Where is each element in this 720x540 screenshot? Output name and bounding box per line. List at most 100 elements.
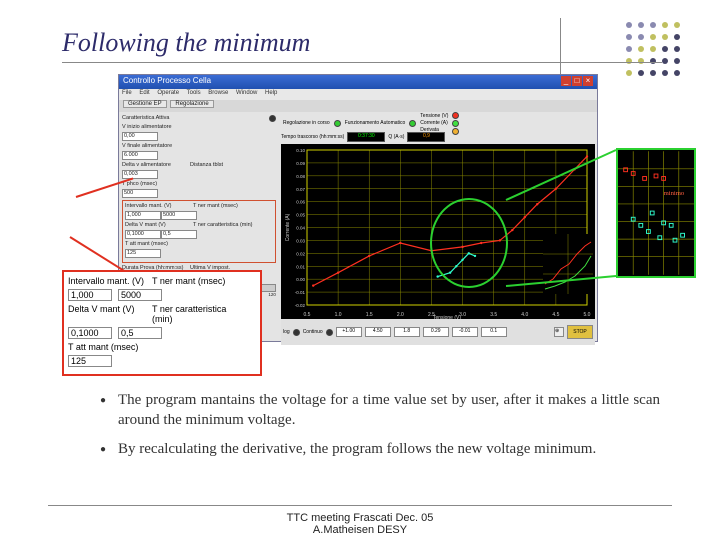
- field-label: T ner mant (msec): [152, 276, 236, 286]
- svg-text:-0.01: -0.01: [295, 290, 306, 295]
- range-input[interactable]: +1.00: [336, 327, 362, 337]
- auto-label: Funzionamento Automatico: [345, 120, 406, 126]
- range-input[interactable]: 0.29: [423, 327, 449, 337]
- menu-item[interactable]: Operate: [157, 90, 179, 96]
- maximize-icon[interactable]: □: [572, 76, 582, 86]
- tner-car-input[interactable]: 0,5: [161, 230, 197, 239]
- stop-button[interactable]: STOP: [567, 325, 593, 339]
- range-input[interactable]: -0.01: [452, 327, 478, 337]
- tner-mant-input[interactable]: 5000: [161, 211, 197, 220]
- tab-bar: Gestione EP Regolazione: [119, 100, 597, 112]
- tensione-led: [452, 112, 459, 119]
- menu-item[interactable]: Tools: [187, 90, 201, 96]
- range-input[interactable]: 0.1: [481, 327, 507, 337]
- bullet-item: By recalculating the derivative, the pro…: [100, 439, 660, 459]
- svg-text:0.06: 0.06: [296, 200, 305, 205]
- q-display: 0,9: [407, 132, 445, 142]
- footer-line2: A.Matheisen DESY: [0, 524, 720, 536]
- field-label: Delta V mant (V): [68, 304, 152, 324]
- menubar[interactable]: File Edit Operate Tools Browse Window He…: [119, 89, 597, 100]
- titlebar: Controllo Processo Cella _□×: [119, 75, 597, 89]
- reg-led: [334, 120, 341, 127]
- field-label: Delta v alimentatore: [122, 162, 190, 168]
- svg-text:1.0: 1.0: [335, 312, 342, 318]
- window-controls[interactable]: _□×: [560, 76, 593, 88]
- menu-item[interactable]: Browse: [208, 90, 228, 96]
- field-label: T ner caratteristica (min): [193, 222, 261, 228]
- tner-mant-input[interactable]: 5000: [118, 289, 162, 301]
- field-label: T att mant (msec): [68, 342, 152, 352]
- svg-text:0.02: 0.02: [296, 251, 305, 256]
- tab-gestione[interactable]: Gestione EP: [123, 100, 167, 108]
- menu-item[interactable]: File: [122, 90, 132, 96]
- menu-item[interactable]: Edit: [139, 90, 149, 96]
- svg-text:0.00: 0.00: [296, 277, 305, 282]
- tensione-label: Tensione (V): [420, 113, 448, 119]
- svg-text:minimo: minimo: [664, 190, 685, 197]
- intervallo-input[interactable]: 1,000: [68, 289, 112, 301]
- svg-text:0.01: 0.01: [296, 264, 305, 269]
- field-label: V inizio alimentatore: [122, 124, 190, 130]
- v-finale-input[interactable]: 6.000: [122, 151, 158, 160]
- callout-line: [69, 236, 124, 272]
- svg-text:0.10: 0.10: [296, 148, 305, 153]
- tab-regolazione[interactable]: Regolazione: [170, 100, 213, 108]
- decor-dots: [626, 22, 682, 78]
- svg-text:0.08: 0.08: [296, 174, 305, 179]
- svg-text:2.0: 2.0: [397, 312, 404, 318]
- close-icon[interactable]: ×: [583, 76, 593, 86]
- title-vline: [560, 18, 561, 78]
- focus-circle: [430, 198, 508, 288]
- slide-title: Following the minimum: [62, 28, 310, 58]
- minimize-icon[interactable]: _: [561, 76, 571, 86]
- deltav-mant-input[interactable]: 0,1000: [68, 327, 112, 339]
- cont-led[interactable]: [326, 329, 333, 336]
- intervallo-input[interactable]: 1,000: [125, 211, 161, 220]
- svg-text:Tensione (V): Tensione (V): [433, 315, 461, 319]
- chart-bottom-bar: log Continuo +1.00 4.50 1.8 0.29 -0.01 0…: [281, 319, 595, 345]
- svg-text:4.0: 4.0: [521, 312, 528, 318]
- field-label: Intervallo mant. (V): [125, 203, 193, 209]
- mode-label: Caratteristica Attiva: [122, 115, 169, 122]
- tatt-input[interactable]: 125: [68, 355, 112, 367]
- zoom-inset: minimo: [616, 148, 696, 278]
- footer: TTC meeting Frascati Dec. 05 A.Matheisen…: [0, 512, 720, 536]
- footer-line1: TTC meeting Frascati Dec. 05: [0, 512, 720, 524]
- corrente-led: [452, 120, 459, 127]
- tner-car-input[interactable]: 0,5: [118, 327, 162, 339]
- v-inizio-input[interactable]: 0,00: [122, 132, 158, 141]
- menu-item[interactable]: Help: [265, 90, 277, 96]
- q-label: Q (A·s): [388, 134, 404, 140]
- svg-text:0.07: 0.07: [296, 187, 305, 192]
- deltav-mant-input[interactable]: 0,1000: [125, 230, 161, 239]
- svg-text:0.05: 0.05: [296, 213, 305, 218]
- svg-text:-0.02: -0.02: [295, 303, 306, 308]
- field-label: T ner caratteristica (min): [152, 304, 236, 324]
- field-label: Delta V mant (V): [125, 222, 193, 228]
- field-label: Distanza tblst: [190, 162, 258, 168]
- range-input[interactable]: 1.8: [394, 327, 420, 337]
- footer-line: [48, 505, 672, 506]
- trasc-label: Tempo trascorso (hh:mm:ss): [281, 134, 344, 140]
- derivata-led: [452, 128, 459, 135]
- zoom-icon[interactable]: ⊕: [554, 327, 564, 337]
- log-led[interactable]: [293, 329, 300, 336]
- svg-text:0.5: 0.5: [304, 312, 311, 318]
- title-underline: [62, 62, 662, 63]
- svg-text:0.03: 0.03: [296, 238, 305, 243]
- field-label: T att mant (msec): [125, 241, 193, 247]
- t-phco-input[interactable]: 500: [122, 189, 158, 198]
- range-input[interactable]: 4.50: [365, 327, 391, 337]
- field-label: V finale alimentatore: [122, 143, 190, 149]
- svg-text:4.5: 4.5: [552, 312, 559, 318]
- log-label: log: [283, 329, 290, 335]
- window-title: Controllo Processo Cella: [123, 76, 211, 88]
- field-label: T ner mant (msec): [193, 203, 261, 209]
- side-chart: [543, 234, 593, 294]
- tatt-input[interactable]: 125: [125, 249, 161, 258]
- cont-label: Continuo: [303, 329, 323, 335]
- menu-item[interactable]: Window: [236, 90, 257, 96]
- delta-v-input[interactable]: 0,003: [122, 170, 158, 179]
- top-controls: Regolazione in corso Funzionamento Autom…: [281, 114, 595, 132]
- svg-text:0.09: 0.09: [296, 161, 305, 166]
